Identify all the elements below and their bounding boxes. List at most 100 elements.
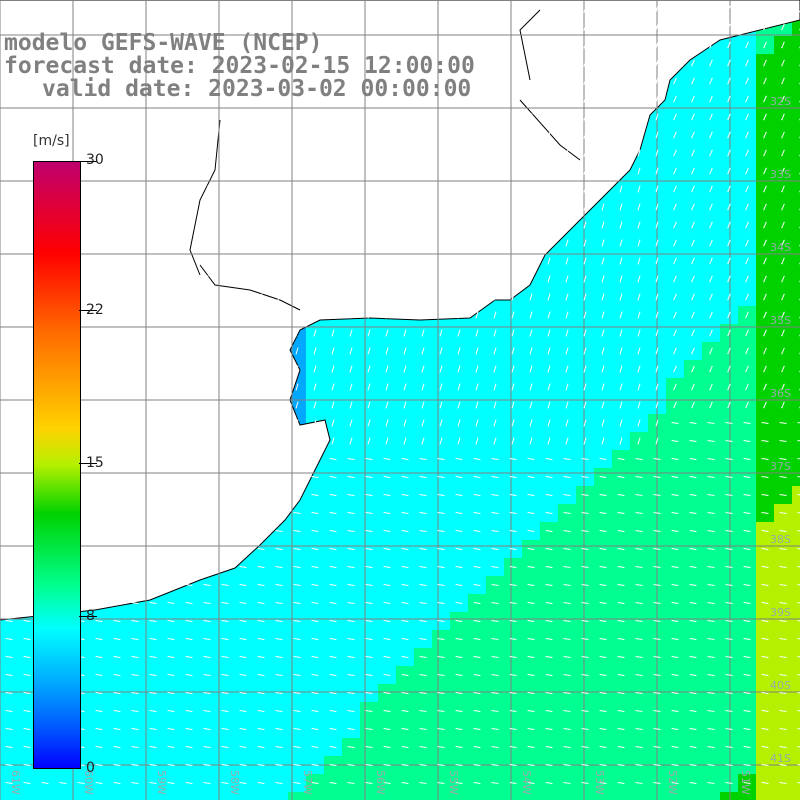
wind-arrow [403, 113, 407, 121]
wind-arrow [439, 5, 443, 13]
wind-arrow [439, 311, 443, 319]
wind-arrow [635, 511, 643, 515]
wind-arrow [529, 23, 533, 31]
wind-arrow [367, 185, 371, 193]
wind-arrow [257, 709, 265, 713]
wind-arrow [475, 275, 479, 283]
wind-arrow [581, 763, 589, 767]
wind-arrow [529, 59, 533, 67]
wind-arrow [583, 311, 587, 319]
wind-arrow [295, 95, 299, 103]
wind-arrow [493, 329, 497, 337]
wind-arrow [491, 583, 499, 587]
wind-arrow [617, 763, 625, 767]
wind-arrow [545, 475, 553, 479]
wind-arrow [169, 383, 173, 391]
wind-cell [792, 90, 800, 108]
wind-arrow [601, 203, 605, 211]
wind-arrow [745, 275, 749, 283]
wind-arrow [565, 437, 569, 445]
wind-arrow [599, 475, 607, 479]
wind-arrow [655, 167, 659, 175]
wind-arrow [509, 583, 517, 587]
wind-arrow [113, 763, 121, 767]
wind-arrow [185, 475, 193, 479]
wind-arrow [781, 185, 785, 193]
wind-cell [702, 792, 720, 800]
wind-arrow [95, 673, 103, 677]
wind-arrow [725, 529, 733, 533]
wind-arrow [257, 457, 265, 461]
wind-arrow [689, 601, 697, 605]
wind-cell [432, 792, 450, 800]
wind-arrow [185, 601, 193, 605]
wind-arrow [185, 709, 193, 713]
wind-arrow [529, 257, 533, 265]
wind-arrow [457, 203, 461, 211]
wind-arrow [547, 5, 551, 13]
wind-arrow [349, 239, 353, 247]
wind-arrow [653, 745, 661, 749]
wind-arrow [763, 221, 767, 229]
wind-arrow [619, 239, 623, 247]
wind-cell [792, 126, 800, 144]
wind-arrow [95, 691, 103, 695]
wind-arrow [349, 347, 353, 355]
wind-arrow [761, 583, 769, 587]
wind-cell [792, 540, 800, 558]
wind-arrow [347, 673, 355, 677]
wind-arrow [709, 41, 713, 49]
wind-arrow [169, 5, 173, 13]
wind-arrow [565, 149, 569, 157]
wind-arrow [691, 203, 695, 211]
wind-arrow [421, 113, 425, 121]
wind-arrow [367, 383, 371, 391]
wind-arrow [619, 77, 623, 85]
wind-arrow [745, 131, 749, 139]
wind-arrow [23, 727, 31, 731]
wind-arrow [529, 203, 533, 211]
wind-arrow [221, 457, 229, 461]
wind-arrow [149, 601, 157, 605]
wind-arrow [635, 475, 643, 479]
wind-arrow [455, 529, 463, 533]
wind-arrow [95, 655, 103, 659]
wind-arrow [763, 203, 767, 211]
wind-arrow [637, 401, 641, 409]
wind-arrow [331, 239, 335, 247]
wind-arrow [725, 655, 733, 659]
wind-arrow [275, 619, 283, 623]
wind-arrow [581, 655, 589, 659]
wind-arrow [367, 167, 371, 175]
wind-arrow [673, 203, 677, 211]
wind-arrow [95, 511, 103, 515]
wind-arrow [673, 347, 677, 355]
wind-arrow [727, 59, 731, 67]
wind-arrow [293, 493, 301, 497]
wind-arrow [797, 763, 800, 766]
wind-arrow [383, 637, 391, 641]
wind-arrow [745, 41, 749, 49]
wind-arrow [511, 113, 515, 121]
wind-arrow [313, 401, 317, 409]
wind-arrow [509, 691, 517, 695]
wind-arrow [367, 95, 371, 103]
wind-arrow [169, 113, 173, 121]
wind-arrow [257, 529, 265, 533]
wind-arrow [169, 365, 173, 373]
wind-arrow [707, 439, 715, 443]
wind-arrow [61, 95, 65, 103]
lon-label: 60W [82, 770, 95, 795]
wind-arrow [205, 59, 209, 67]
wind-arrow [185, 457, 193, 461]
wind-arrow [259, 77, 263, 85]
wind-arrow [655, 149, 659, 157]
wind-arrow [743, 457, 751, 461]
wind-arrow [401, 493, 409, 497]
wind-arrow [743, 601, 751, 605]
wind-cell [180, 792, 198, 800]
wind-arrow [529, 113, 533, 121]
wind-arrow [655, 95, 659, 103]
wind-arrow [619, 275, 623, 283]
wind-arrow [385, 239, 389, 247]
